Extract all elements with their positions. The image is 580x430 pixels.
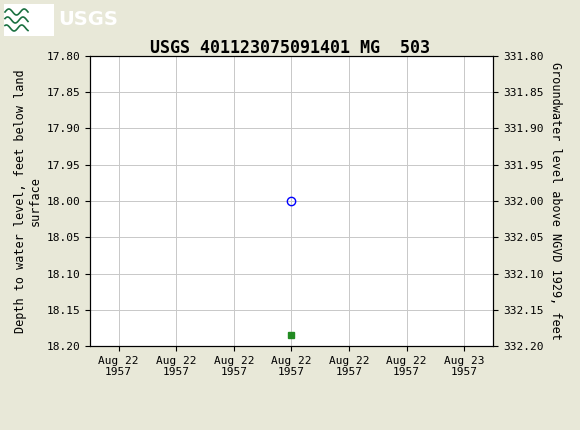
Y-axis label: Groundwater level above NGVD 1929, feet: Groundwater level above NGVD 1929, feet: [549, 62, 562, 340]
FancyBboxPatch shape: [4, 4, 54, 36]
Text: USGS 401123075091401 MG  503: USGS 401123075091401 MG 503: [150, 39, 430, 57]
Text: USGS: USGS: [58, 10, 118, 30]
Y-axis label: Depth to water level, feet below land
surface: Depth to water level, feet below land su…: [14, 69, 42, 333]
